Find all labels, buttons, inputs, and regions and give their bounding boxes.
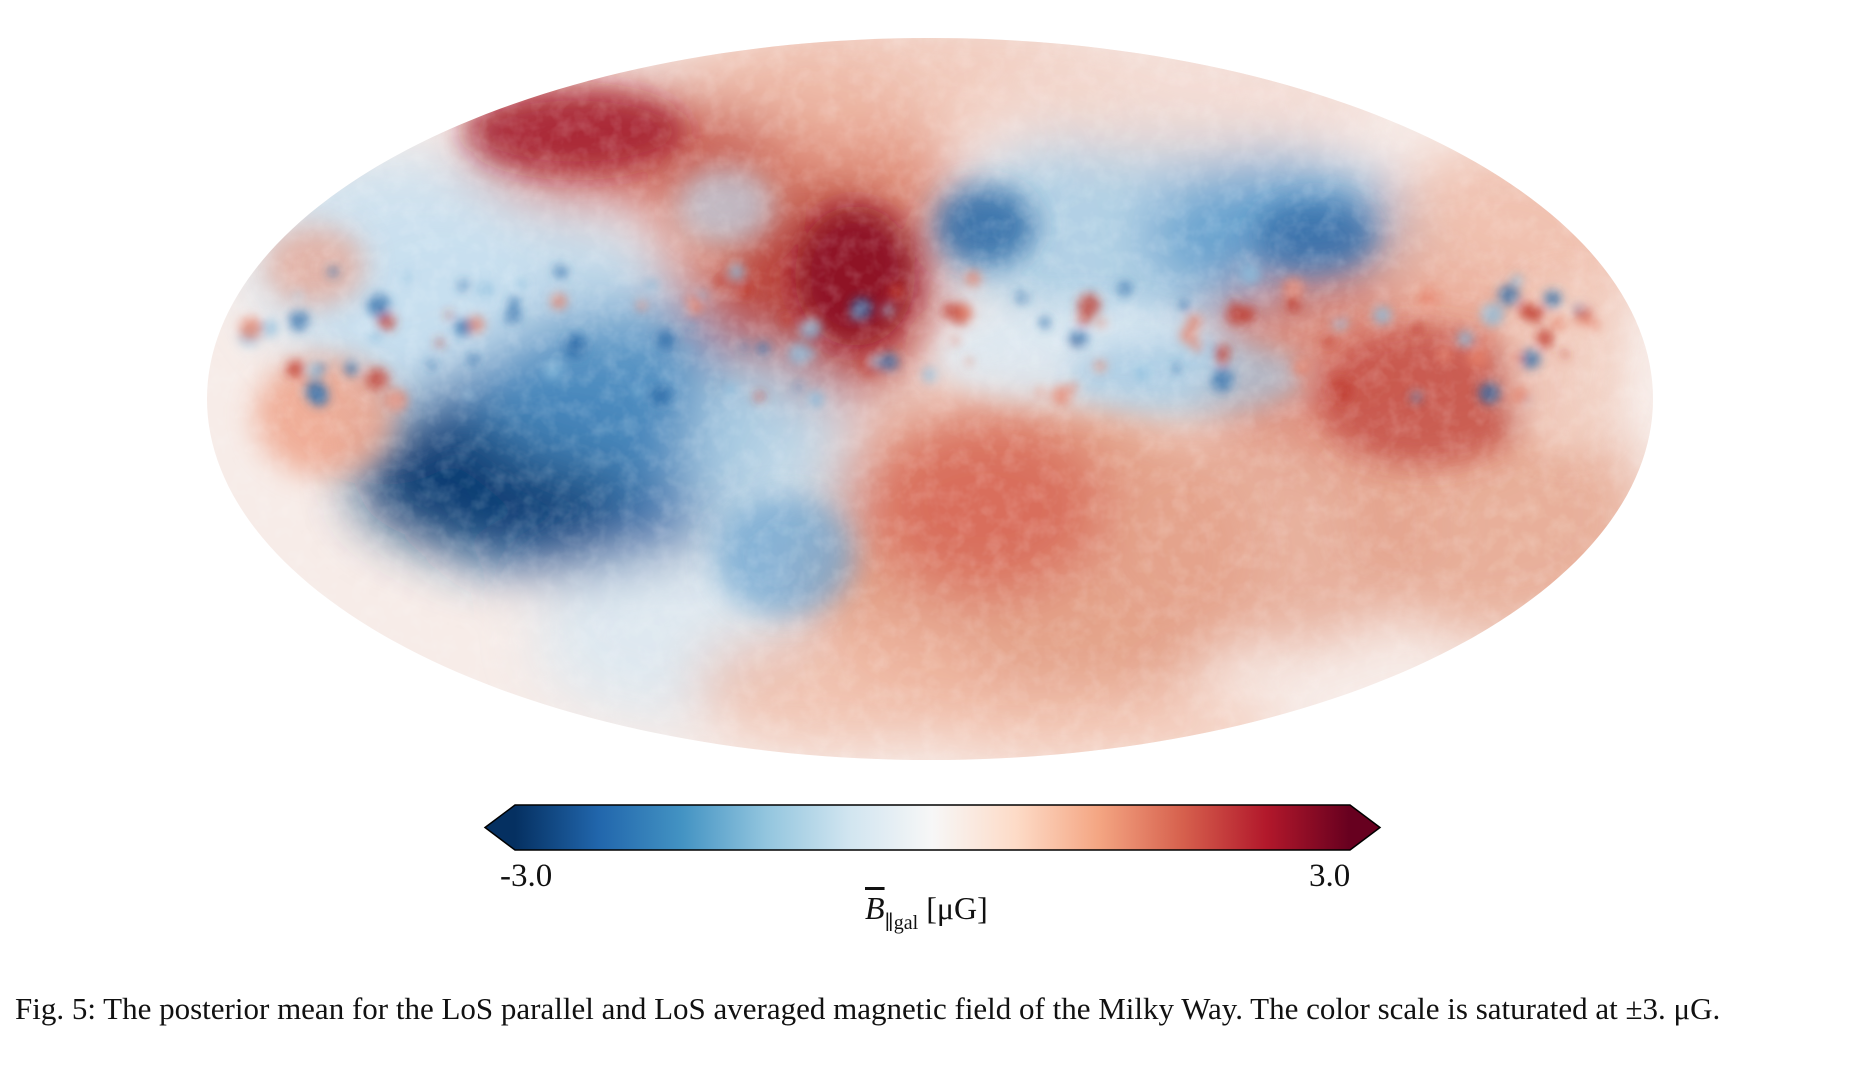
colorbar-gradient: [515, 805, 1350, 850]
caption-label: Fig. 5:: [15, 991, 96, 1026]
colorbar-max-label: 3.0: [1309, 858, 1351, 894]
colorbar-quantity-subscript: ∥gal: [884, 912, 919, 934]
colorbar-min-label: -3.0: [500, 858, 553, 894]
figure-caption: Fig. 5: The posterior mean for the LoS p…: [15, 990, 1855, 1027]
colorbar-axis-label: B∥gal [μG]: [865, 890, 988, 933]
map-texture: [207, 38, 1653, 760]
colorbar: [483, 804, 1382, 851]
caption-text: The posterior mean for the LoS parallel …: [103, 991, 1721, 1026]
colorbar-unit: [μG]: [926, 890, 988, 926]
colorbar-quantity-symbol: B: [865, 890, 885, 926]
colorbar-extend-min: [485, 805, 515, 850]
sky-map: [207, 38, 1653, 760]
figure: -3.0 3.0 B∥gal [μG]: [207, 38, 1653, 933]
colorbar-extend-max: [1350, 805, 1380, 850]
